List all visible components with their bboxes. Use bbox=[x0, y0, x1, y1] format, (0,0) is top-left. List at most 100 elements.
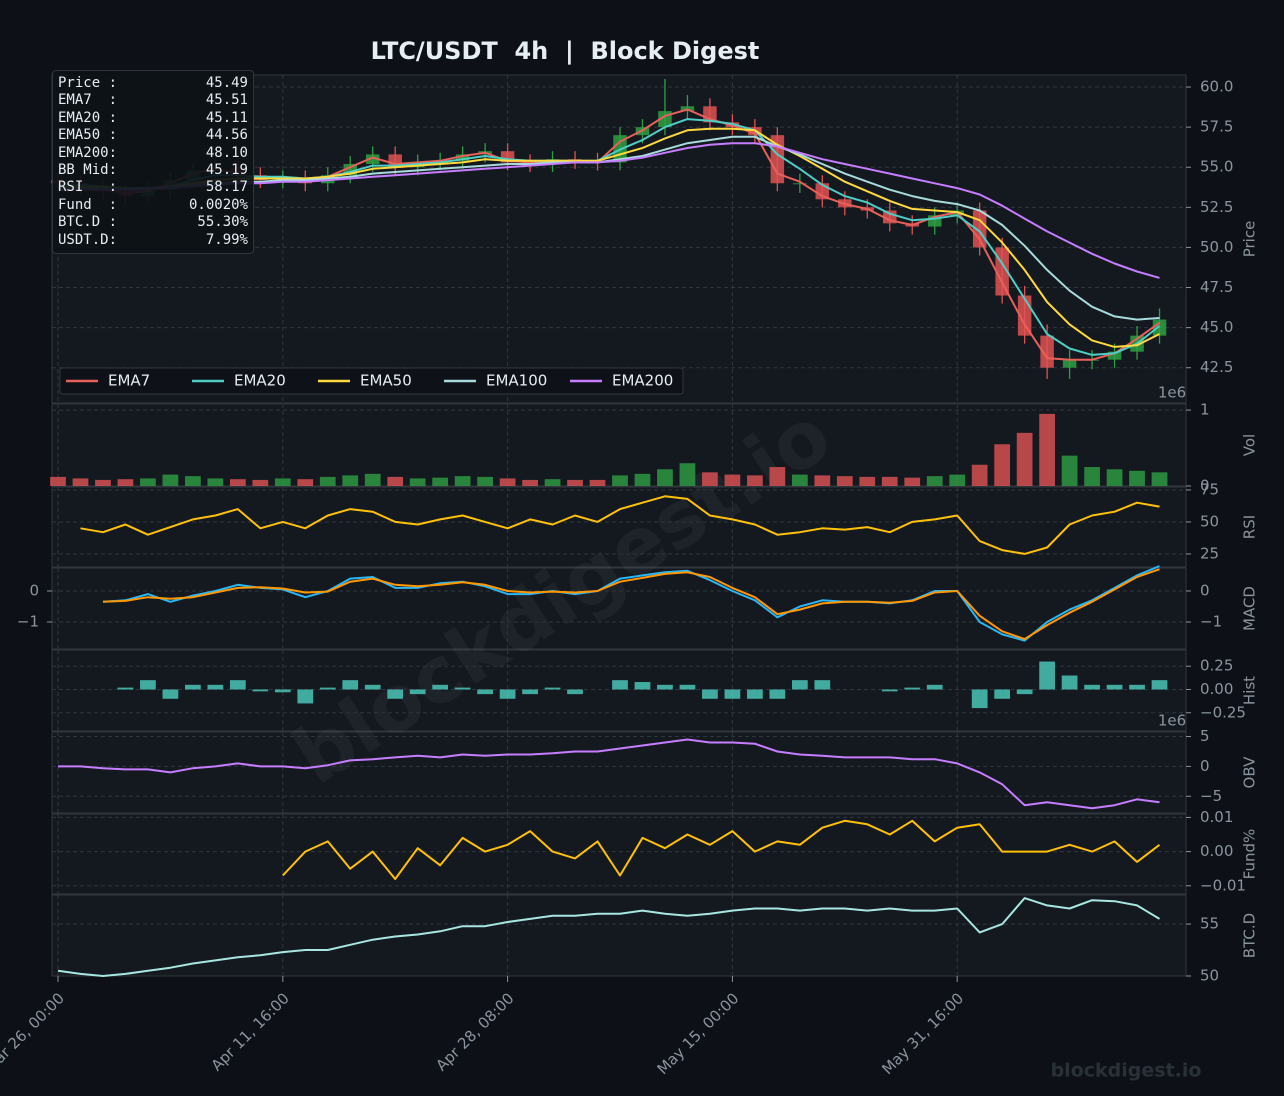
bar bbox=[499, 478, 516, 486]
legend-label: EMA20 bbox=[234, 372, 286, 390]
info-value: 48.10 bbox=[205, 144, 248, 161]
bar bbox=[544, 687, 561, 690]
bar bbox=[477, 689, 493, 695]
bar bbox=[747, 689, 763, 699]
bar bbox=[1039, 661, 1055, 690]
y-tick-label: 0.00 bbox=[1200, 680, 1233, 698]
y-tick-label: 0 bbox=[1200, 581, 1210, 599]
bar bbox=[1061, 675, 1078, 690]
info-label: EMA7 : bbox=[58, 92, 118, 109]
info-label: RSI : bbox=[58, 179, 118, 196]
y-tick-label: −0.01 bbox=[1200, 876, 1246, 894]
bar bbox=[1016, 432, 1033, 486]
bar bbox=[297, 479, 314, 486]
bar bbox=[994, 444, 1011, 486]
offset-label: 1e6 bbox=[1158, 384, 1186, 402]
bar bbox=[117, 687, 134, 690]
legend-box bbox=[59, 367, 684, 395]
panel-background bbox=[51, 731, 1187, 814]
bar bbox=[679, 463, 696, 486]
info-value: 45.51 bbox=[205, 92, 248, 109]
bar bbox=[769, 689, 786, 699]
y-tick-label: 50.0 bbox=[1200, 238, 1233, 256]
info-value: 58.17 bbox=[205, 179, 248, 196]
info-value: 0.0020% bbox=[188, 196, 248, 213]
y-tick-label: 0.00 bbox=[1200, 842, 1233, 860]
info-label: EMA20 : bbox=[58, 109, 118, 126]
y-tick-label: 57.5 bbox=[1200, 118, 1233, 136]
info-value: 45.49 bbox=[205, 75, 248, 91]
bar bbox=[140, 680, 156, 690]
info-label: EMA50 : bbox=[58, 127, 118, 144]
candle-body bbox=[1062, 359, 1077, 368]
y-tick-label: 0 bbox=[29, 581, 39, 599]
series-line bbox=[282, 819, 1161, 880]
bar bbox=[432, 684, 449, 690]
y-tick-label: 47.5 bbox=[1200, 278, 1233, 296]
info-box: Price : 45.49 EMA7 : 45.51 EMA20 : 45.11 EMA50… bbox=[52, 70, 254, 255]
y-tick-label: 55 bbox=[1200, 915, 1219, 933]
info-label: Fund : bbox=[58, 196, 118, 213]
y-tick-label: −1 bbox=[17, 613, 39, 631]
legend-label: EMA7 bbox=[108, 372, 150, 390]
y-tick-label: 55.0 bbox=[1200, 158, 1233, 176]
candle-body bbox=[365, 154, 380, 165]
bar bbox=[387, 476, 404, 486]
bar bbox=[72, 478, 89, 486]
candle-body bbox=[455, 154, 470, 161]
x-tick-label: May 31, 16:00 bbox=[878, 989, 967, 1078]
y-tick-label: 50 bbox=[1200, 512, 1219, 530]
bar bbox=[724, 689, 741, 699]
x-tick-label: May 15, 00:00 bbox=[654, 989, 743, 1078]
bar bbox=[162, 474, 179, 486]
bar bbox=[477, 476, 493, 486]
panel: 25 50 75 RSI bbox=[52, 480, 1259, 567]
y-tick-label: 0 bbox=[1200, 477, 1210, 495]
bar bbox=[207, 478, 224, 486]
bar bbox=[657, 469, 673, 486]
bar bbox=[949, 474, 966, 486]
candle-body bbox=[1040, 335, 1054, 368]
info-label: Price : bbox=[58, 75, 118, 91]
bar bbox=[679, 684, 696, 690]
bar bbox=[409, 478, 426, 486]
bar bbox=[185, 684, 201, 690]
y-axis-label: Vol bbox=[1241, 434, 1259, 456]
panel-background bbox=[51, 403, 1187, 487]
bar bbox=[274, 478, 291, 486]
y-tick-label: −5 bbox=[1200, 787, 1222, 805]
y-tick-label: 45.0 bbox=[1200, 318, 1233, 336]
y-tick-label: 52.5 bbox=[1200, 198, 1233, 216]
bar bbox=[791, 680, 808, 690]
bar bbox=[702, 472, 718, 486]
y-tick-label: 0.25 bbox=[1200, 657, 1233, 675]
info-value: 44.56 bbox=[205, 127, 248, 144]
bar bbox=[252, 689, 269, 692]
candle-body bbox=[793, 183, 807, 185]
bar bbox=[1106, 684, 1123, 690]
bar bbox=[994, 689, 1011, 699]
bar bbox=[544, 479, 561, 486]
series-line bbox=[80, 495, 1160, 555]
bar bbox=[1084, 467, 1100, 486]
bar bbox=[162, 689, 179, 699]
series-line bbox=[102, 568, 1160, 641]
bar bbox=[1039, 413, 1055, 486]
bar bbox=[859, 476, 876, 486]
bar bbox=[769, 467, 786, 486]
y-axis-label: RSI bbox=[1241, 515, 1259, 539]
bar bbox=[904, 687, 921, 690]
candle-body bbox=[927, 215, 942, 227]
bar bbox=[522, 689, 538, 695]
bar bbox=[926, 684, 943, 690]
panel: 42.5 45.0 47.5 50.0 52.5 55.0 57.5 60.0 Price EMA… bbox=[51, 75, 1259, 403]
bar bbox=[1151, 680, 1168, 690]
bar bbox=[881, 689, 898, 692]
panel: −1 −1 0 0 MACD bbox=[17, 565, 1259, 649]
bar bbox=[814, 475, 831, 486]
bar bbox=[1151, 472, 1168, 486]
bar bbox=[140, 478, 156, 486]
legend-label: EMA50 bbox=[360, 372, 412, 390]
info-value: 45.19 bbox=[205, 162, 248, 179]
